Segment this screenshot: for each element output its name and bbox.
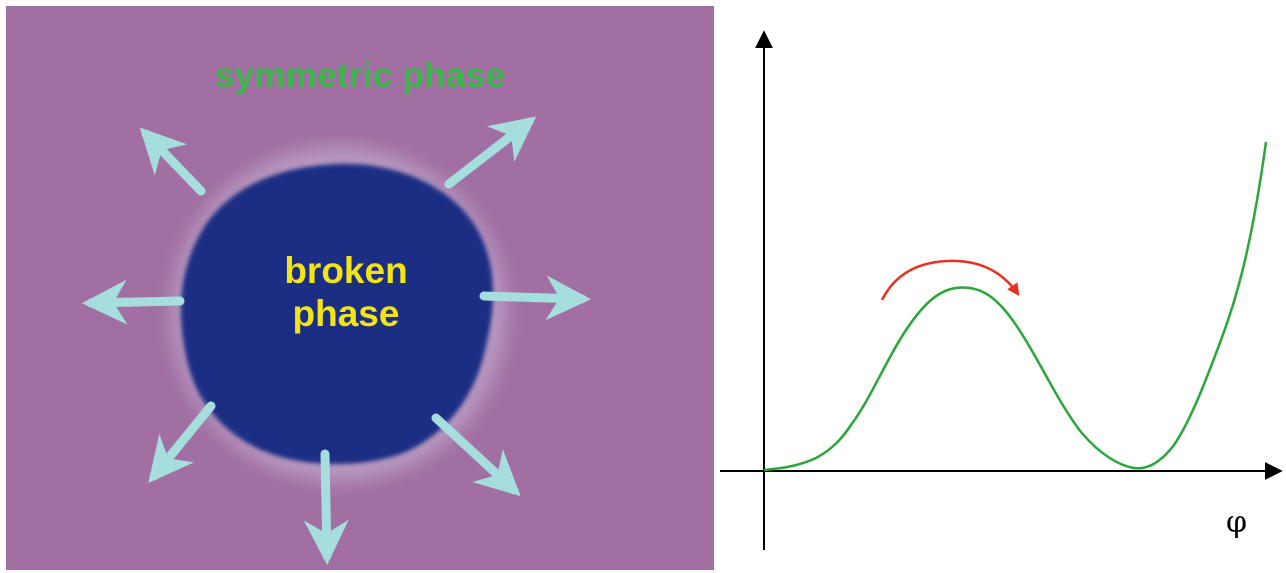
potential-plot: φ	[716, 0, 1286, 573]
potential-svg	[720, 30, 1283, 550]
phi-axis-label: φ	[1226, 505, 1248, 540]
transition-arrow-icon	[880, 259, 1020, 301]
outward-arrow-icon	[139, 127, 206, 196]
bubble-illustration: symmetric phase broken phase	[6, 6, 714, 570]
outward-arrow-icon	[431, 413, 521, 497]
outward-arrow-icon	[444, 116, 537, 189]
broken-phase-label-line2: phase	[292, 293, 400, 334]
broken-phase-bubble	[180, 163, 494, 464]
broken-phase-label: broken phase	[206, 249, 486, 335]
symmetric-phase-label: symmetric phase	[214, 56, 506, 95]
outward-arrow-icon	[303, 449, 349, 565]
bubble-svg	[6, 6, 714, 570]
outward-arrow-icon	[148, 401, 216, 483]
expansion-arrows	[82, 116, 591, 565]
broken-phase-label-line1: broken	[284, 250, 408, 291]
outward-arrow-icon	[479, 275, 591, 321]
outward-arrow-icon	[82, 279, 185, 325]
potential-curve	[763, 141, 1268, 472]
